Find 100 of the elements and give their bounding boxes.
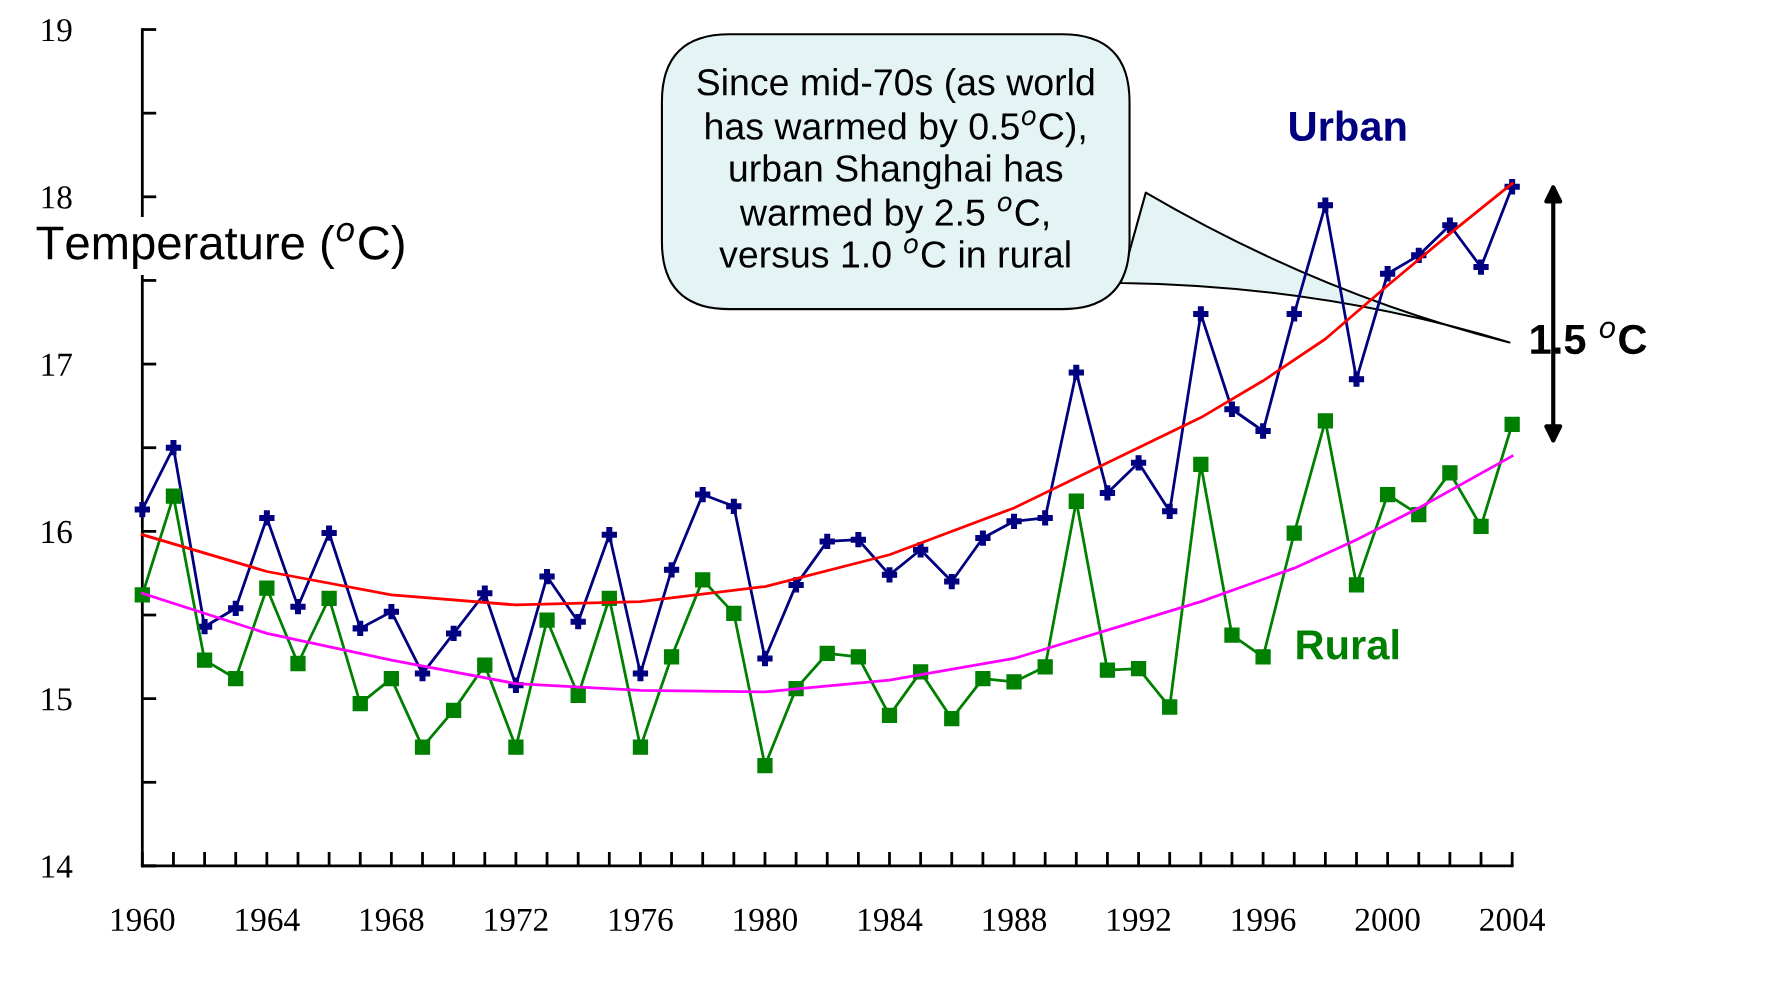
point xyxy=(1255,649,1271,665)
point xyxy=(1442,217,1458,233)
point xyxy=(944,711,960,727)
x-tick-label: 1980 xyxy=(734,908,798,932)
point xyxy=(446,702,462,718)
x-tick-label: 1988 xyxy=(983,908,1047,932)
point xyxy=(695,572,711,588)
point xyxy=(1379,266,1396,282)
point xyxy=(383,670,400,687)
x-tick-label: 1984 xyxy=(859,908,923,932)
point xyxy=(601,527,617,543)
point xyxy=(1379,486,1396,503)
point xyxy=(1473,518,1489,534)
point xyxy=(1255,423,1271,439)
point xyxy=(383,604,400,620)
point xyxy=(1162,699,1178,715)
point xyxy=(850,649,867,665)
point xyxy=(757,757,773,774)
point xyxy=(414,665,431,682)
point xyxy=(1006,674,1022,690)
y-tick-label: 19 xyxy=(42,19,72,42)
point xyxy=(508,739,524,755)
text: Since mid-70s (as world has warmed by 0.5$^{o}$C), urban Shanghai has warmed by 2.5 $^{o}$C, versus 1.0 $^{o}$C in rural xyxy=(697,68,1094,268)
point xyxy=(477,585,493,601)
point xyxy=(1317,413,1333,429)
y-tick-label: 17 xyxy=(42,353,72,376)
x-tick-label: 2000 xyxy=(1355,908,1420,932)
y-tick-label: 18 xyxy=(42,186,72,209)
x-tick-label: 1992 xyxy=(1108,908,1171,932)
point xyxy=(134,501,150,518)
point xyxy=(570,687,586,703)
point xyxy=(1193,306,1209,322)
y-axis-title: Temperature ($^{o}$C) xyxy=(36,222,404,270)
point xyxy=(165,440,182,456)
point xyxy=(477,657,493,673)
point xyxy=(165,488,182,504)
point xyxy=(1130,660,1147,677)
y-tick-label: 16 xyxy=(42,520,72,544)
x-tick-label: 1976 xyxy=(610,908,673,932)
point xyxy=(663,562,680,578)
point xyxy=(1130,455,1147,471)
point xyxy=(1037,659,1053,675)
y-tick-label: 14 xyxy=(42,855,73,878)
point xyxy=(1286,306,1302,322)
point xyxy=(726,605,742,621)
x-tick-label: 1972 xyxy=(485,908,548,932)
point xyxy=(881,707,898,724)
point xyxy=(975,670,991,687)
point xyxy=(1099,662,1116,678)
point xyxy=(1068,364,1084,381)
series-label: Rural xyxy=(1297,629,1399,660)
point xyxy=(352,696,368,712)
point xyxy=(228,600,244,616)
point xyxy=(695,486,711,503)
point xyxy=(663,649,680,665)
point xyxy=(1504,416,1520,432)
x-tick-label: 1960 xyxy=(111,908,175,932)
point xyxy=(632,665,649,682)
point xyxy=(290,655,306,672)
point xyxy=(259,510,275,526)
point xyxy=(570,614,586,630)
point xyxy=(1442,465,1458,481)
point xyxy=(1006,513,1022,529)
point xyxy=(850,532,867,548)
point xyxy=(1099,485,1116,501)
point xyxy=(352,620,368,637)
point xyxy=(1348,371,1365,387)
point xyxy=(788,577,804,593)
point xyxy=(290,598,306,615)
point xyxy=(539,568,555,585)
point xyxy=(196,652,213,668)
point xyxy=(1193,456,1209,473)
x-tick-label: 1996 xyxy=(1232,908,1296,932)
point xyxy=(1068,493,1084,509)
point xyxy=(1224,401,1240,417)
point xyxy=(1224,627,1240,643)
y-tick-label: 15 xyxy=(42,688,72,711)
x-tick-label: 2004 xyxy=(1480,908,1545,932)
point xyxy=(1348,577,1365,593)
point xyxy=(881,567,898,583)
point xyxy=(1162,503,1178,519)
point xyxy=(726,498,742,514)
point xyxy=(944,573,960,590)
point xyxy=(632,739,649,755)
point xyxy=(819,645,835,662)
point xyxy=(1037,510,1053,526)
x-tick-label: 1968 xyxy=(360,908,424,932)
series-label: Urban xyxy=(1290,110,1406,142)
point xyxy=(228,670,244,687)
point xyxy=(975,530,991,546)
point xyxy=(1473,259,1489,275)
point xyxy=(321,525,337,541)
x-tick-label: 1964 xyxy=(236,908,300,932)
point xyxy=(321,590,337,606)
point xyxy=(259,580,275,596)
point xyxy=(539,612,555,628)
point xyxy=(819,533,835,550)
point xyxy=(414,739,431,755)
point xyxy=(1317,197,1333,213)
point xyxy=(446,625,462,642)
